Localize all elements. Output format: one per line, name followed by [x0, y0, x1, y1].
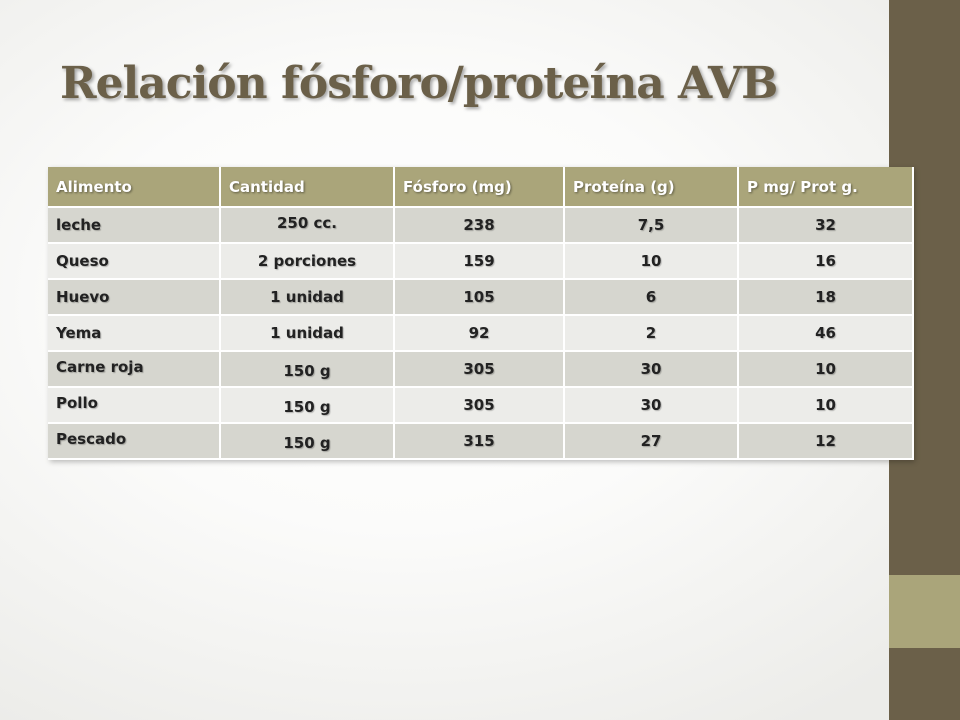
- cell-fosforo: 92: [394, 315, 565, 352]
- cell-cantidad: 2 porciones: [220, 243, 395, 280]
- cell-proteina: 10: [564, 243, 739, 280]
- data-table: Alimento Cantidad Fósforo (mg) Proteína …: [48, 167, 914, 460]
- slide-title: Relación fósforo/proteína AVB: [60, 58, 778, 109]
- table-row: Queso 2 porciones 159 10 16: [48, 243, 914, 280]
- cell-cantidad: 1 unidad: [220, 279, 395, 316]
- cell-fosforo: 315: [394, 423, 565, 460]
- cell-proteina: 6: [564, 279, 739, 316]
- cell-alimento: Queso: [48, 243, 221, 280]
- cell-fosforo: 105: [394, 279, 565, 316]
- table-row: Pollo 150 g 305 30 10: [48, 387, 914, 424]
- table-row: Carne roja 150 g 305 30 10: [48, 351, 914, 388]
- cell-fosforo: 238: [394, 207, 565, 244]
- cell-ratio: 16: [738, 243, 914, 280]
- table-row: Yema 1 unidad 92 2 46: [48, 315, 914, 352]
- table-row: leche 250 cc. 238 7,5 32: [48, 207, 914, 244]
- cell-ratio: 46: [738, 315, 914, 352]
- cell-cantidad: 150 g: [220, 423, 395, 460]
- cell-alimento: Pescado: [48, 423, 221, 460]
- cell-ratio: 12: [738, 423, 914, 460]
- table-row: Pescado 150 g 315 27 12: [48, 423, 914, 460]
- cell-cantidad: 150 g: [220, 351, 395, 388]
- cell-proteina: 7,5: [564, 207, 739, 244]
- cell-proteina: 30: [564, 387, 739, 424]
- cell-alimento: Yema: [48, 315, 221, 352]
- cell-ratio: 32: [738, 207, 914, 244]
- data-table-container: Alimento Cantidad Fósforo (mg) Proteína …: [48, 167, 914, 460]
- cell-cantidad: 1 unidad: [220, 315, 395, 352]
- cell-alimento: leche: [48, 207, 221, 244]
- cell-ratio: 10: [738, 387, 914, 424]
- sidebar-accent-block: [889, 575, 960, 648]
- cell-cantidad: 150 g: [220, 387, 395, 424]
- cell-fosforo: 305: [394, 387, 565, 424]
- cell-fosforo: 159: [394, 243, 565, 280]
- cell-fosforo: 305: [394, 351, 565, 388]
- header-fosforo: Fósforo (mg): [394, 167, 565, 208]
- cell-cantidad: 250 cc.: [220, 207, 395, 244]
- header-proteina: Proteína (g): [564, 167, 739, 208]
- cell-ratio: 18: [738, 279, 914, 316]
- cell-proteina: 30: [564, 351, 739, 388]
- cell-alimento: Huevo: [48, 279, 221, 316]
- header-cantidad: Cantidad: [220, 167, 395, 208]
- cell-ratio: 10: [738, 351, 914, 388]
- table-header-row: Alimento Cantidad Fósforo (mg) Proteína …: [48, 167, 914, 208]
- table-row: Huevo 1 unidad 105 6 18: [48, 279, 914, 316]
- header-ratio: P mg/ Prot g.: [738, 167, 914, 208]
- cell-proteina: 27: [564, 423, 739, 460]
- cell-proteina: 2: [564, 315, 739, 352]
- cell-alimento: Carne roja: [48, 351, 221, 388]
- header-alimento: Alimento: [48, 167, 221, 208]
- cell-alimento: Pollo: [48, 387, 221, 424]
